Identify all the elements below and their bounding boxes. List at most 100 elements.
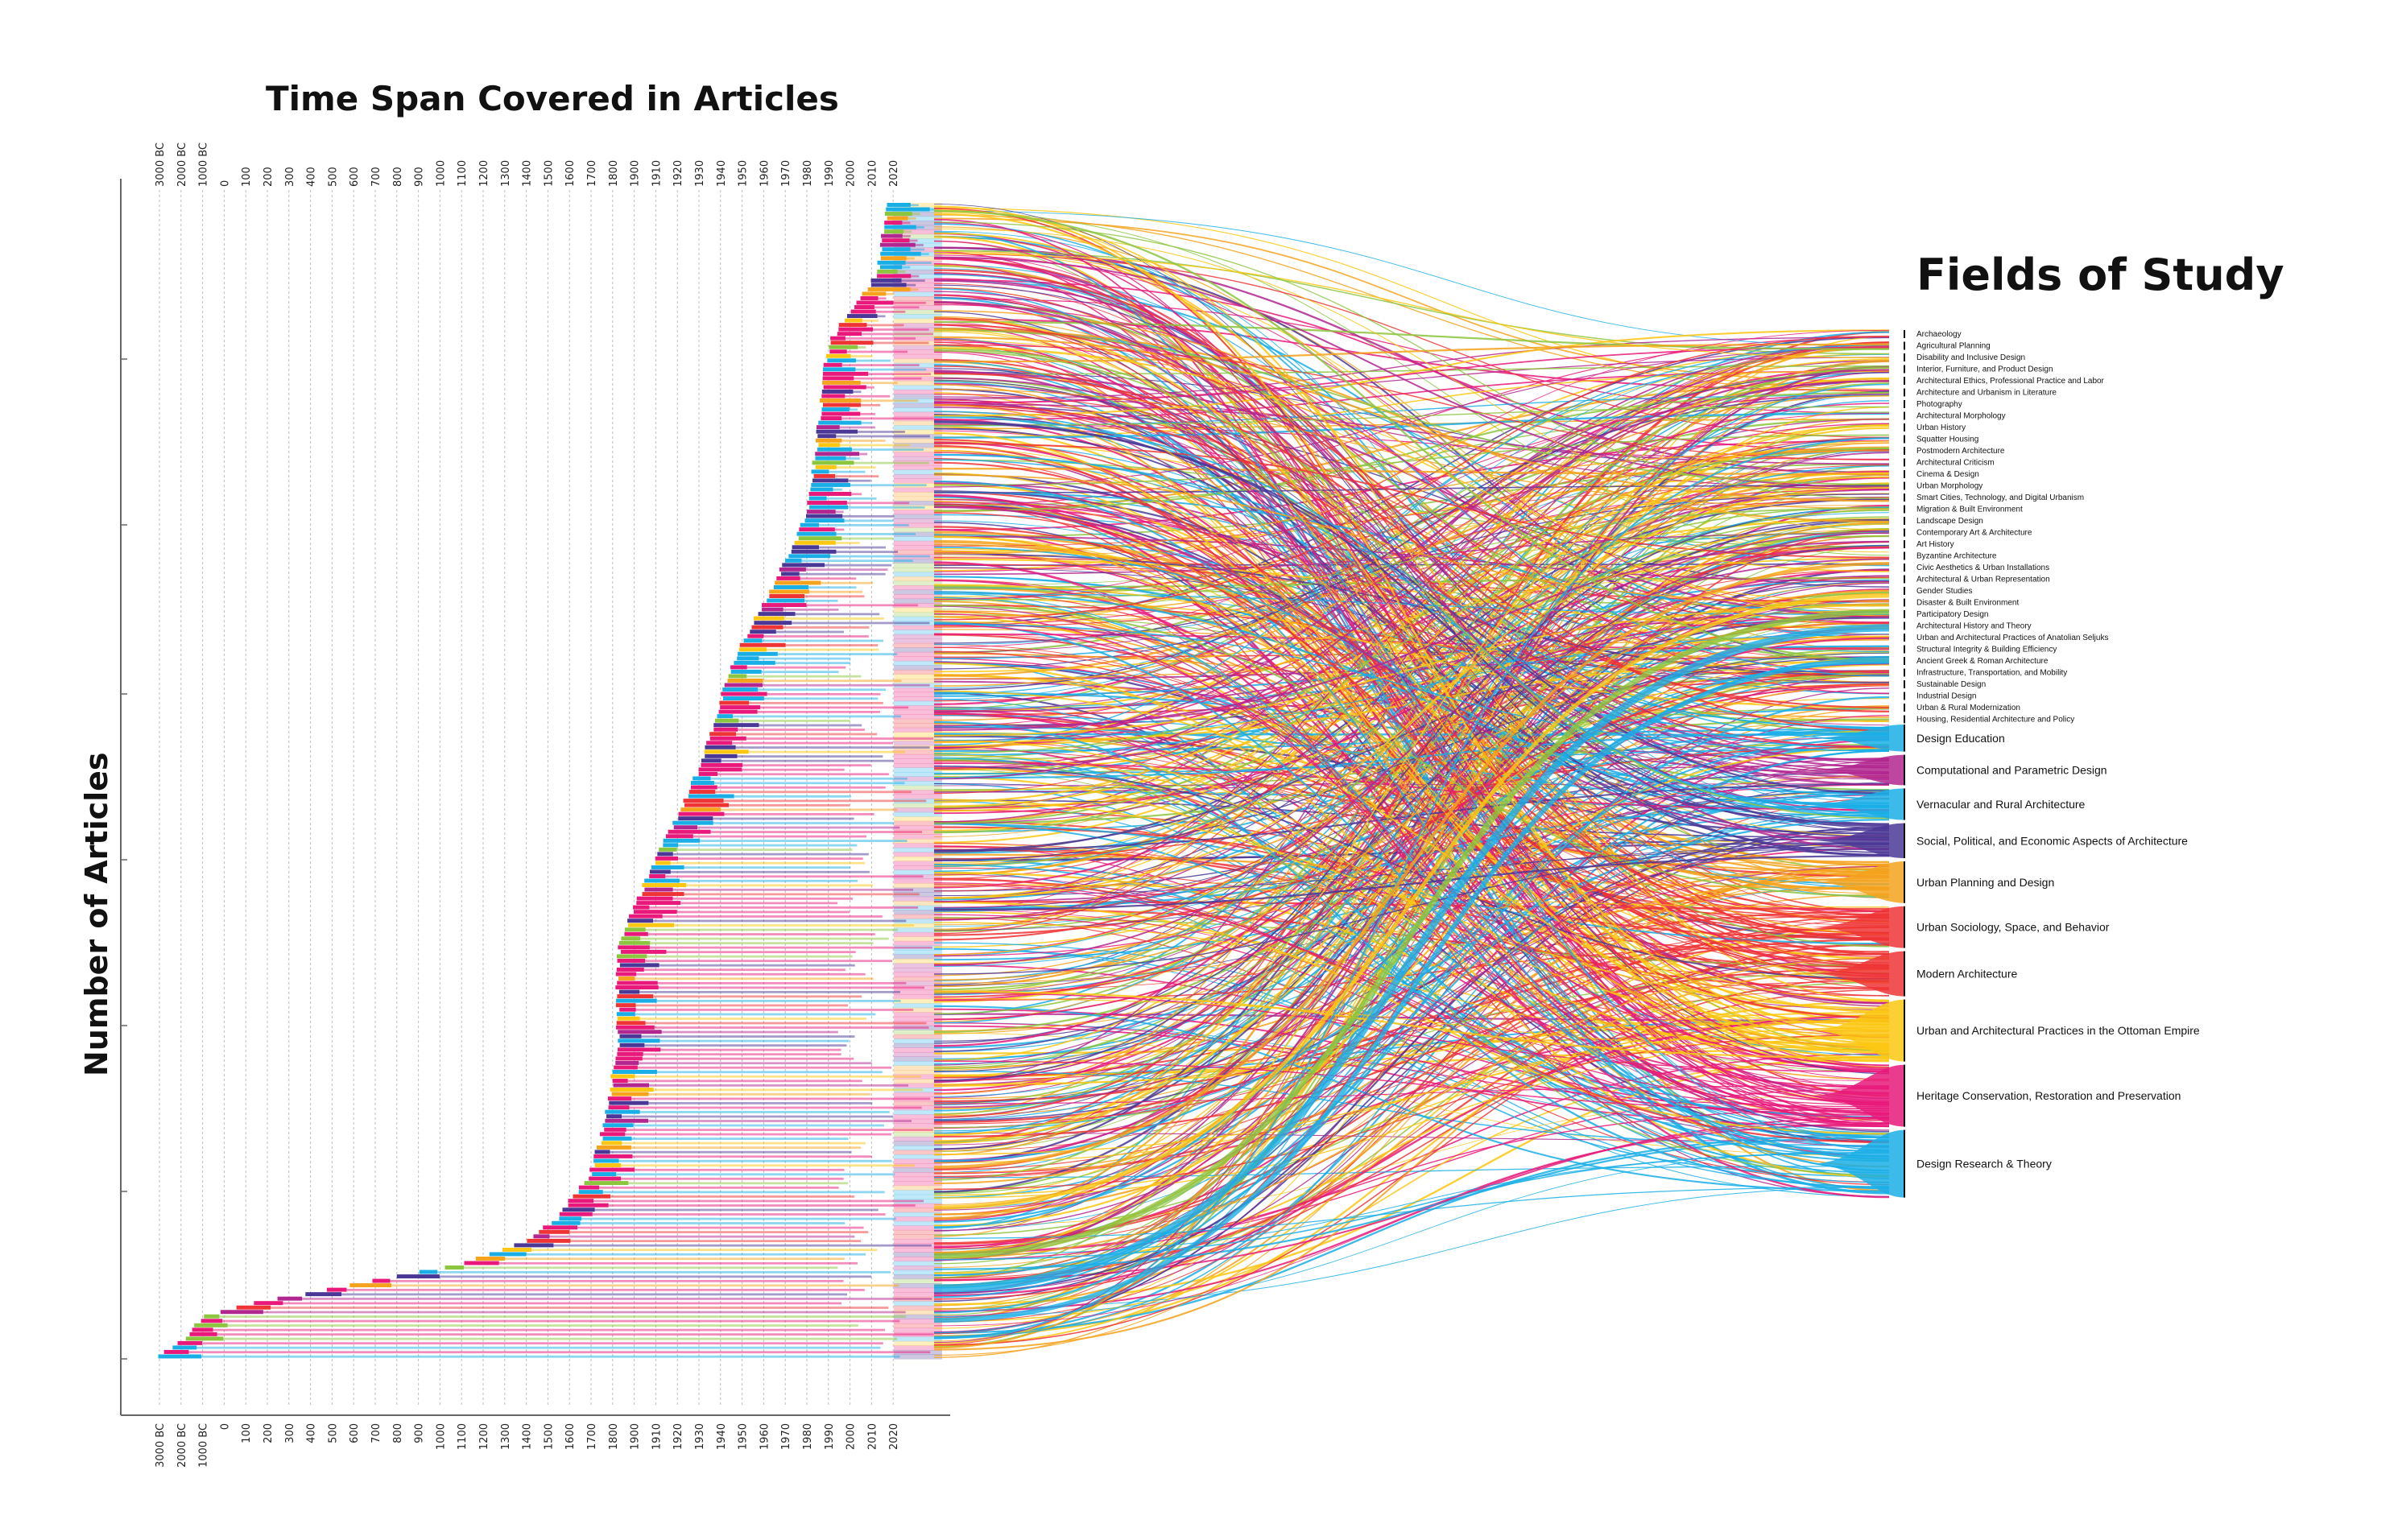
time-span-bar xyxy=(884,229,904,234)
strip-cell xyxy=(894,1118,942,1124)
time-span-tail xyxy=(850,355,873,357)
flow-link xyxy=(933,652,1890,909)
time-span-tail xyxy=(749,701,883,704)
time-tick-label-top: 2010 xyxy=(866,160,879,187)
field-label: Architecture and Urbanism in Literature xyxy=(1916,389,2057,398)
flow-link xyxy=(933,1187,1890,1310)
time-span-bar xyxy=(811,469,829,474)
time-span-bar xyxy=(602,1136,632,1141)
time-span-tail xyxy=(680,902,838,905)
flow-link xyxy=(933,1150,1890,1318)
axes: 3000 BC 3000 BC 2000 BC 2000 BC 1000 BC 1000 … xyxy=(120,142,950,1468)
time-span-tail xyxy=(632,1155,872,1158)
time-span-tail xyxy=(748,750,906,753)
strip-cell xyxy=(894,1167,942,1173)
strip-cell xyxy=(894,651,942,657)
strip-cell xyxy=(894,834,942,840)
time-span-bar xyxy=(821,416,842,421)
time-span-bar xyxy=(527,1238,571,1243)
flow-link xyxy=(933,1060,1890,1112)
time-tick-label-bottom: 600 xyxy=(349,1423,361,1443)
strip-cell xyxy=(894,1012,942,1018)
time-span-tail xyxy=(631,1137,849,1140)
time-span-bar xyxy=(619,1007,636,1012)
time-span-tail xyxy=(656,1000,901,1002)
time-tick-label-bottom: 1950 xyxy=(738,1423,750,1450)
strip-cell xyxy=(894,358,942,364)
time-span-tail xyxy=(737,755,883,758)
time-span-bar xyxy=(593,1158,619,1163)
strip-cell xyxy=(894,1220,942,1226)
strip-cell xyxy=(894,692,942,697)
strip-cell xyxy=(894,1083,942,1088)
time-span-tail xyxy=(608,1204,916,1207)
flow-link xyxy=(933,348,1890,734)
flow-link xyxy=(933,365,1890,375)
time-span-bar xyxy=(737,656,759,661)
strip-cell xyxy=(894,1292,942,1298)
flow-link xyxy=(933,424,1890,1152)
field-label: Structural Integrity & Building Efficien… xyxy=(1916,646,2057,654)
time-span-bar xyxy=(860,295,879,300)
strip-cell xyxy=(894,452,942,457)
time-span-tail xyxy=(648,1102,873,1104)
time-tick-label-bottom: 900 xyxy=(414,1423,426,1443)
strip-cell xyxy=(894,1132,942,1137)
time-span-bar xyxy=(880,256,907,261)
time-span-bar xyxy=(617,981,658,985)
time-span-bar xyxy=(489,1252,527,1257)
time-span-tail xyxy=(639,990,900,993)
time-span-bar xyxy=(634,910,677,915)
strip-cell xyxy=(894,1287,942,1293)
field-label: Computational and Parametric Design xyxy=(1916,764,2107,777)
strip-cell xyxy=(894,896,942,902)
flow-link xyxy=(933,217,1890,382)
time-span-bar xyxy=(734,660,775,665)
strip-cell xyxy=(894,349,942,355)
time-tick-label-top: 1910 xyxy=(651,160,663,187)
time-span-tail xyxy=(656,1071,883,1074)
time-span-bar xyxy=(680,807,721,812)
flow-link xyxy=(933,1151,1890,1261)
flow-link xyxy=(933,1059,1890,1323)
time-span-bar xyxy=(762,603,807,608)
strip-cell xyxy=(894,594,942,600)
flow-link xyxy=(933,1085,1890,1104)
time-span-bar xyxy=(644,887,673,892)
time-span-tail xyxy=(227,1324,859,1327)
time-span-bar xyxy=(881,233,903,238)
time-span-tail xyxy=(639,1062,872,1065)
strip-cell xyxy=(894,714,942,720)
flow-link xyxy=(933,450,1890,555)
field-node-bar xyxy=(1904,621,1905,630)
time-span-bar xyxy=(882,238,910,243)
time-span-tail xyxy=(877,315,886,318)
time-span-bar xyxy=(690,785,717,790)
field-label: Interior, Furniture, and Product Design xyxy=(1916,365,2053,374)
strip-cell xyxy=(894,1265,942,1271)
flow-link xyxy=(933,474,1890,976)
field-node-bar xyxy=(1904,788,1905,820)
time-span-tail xyxy=(763,679,902,683)
strip-cell xyxy=(894,469,942,475)
flow-link xyxy=(933,502,1890,747)
time-span-bar xyxy=(722,696,764,701)
time-span-tail xyxy=(649,906,919,909)
flow-link xyxy=(933,213,1890,1032)
time-span-tail xyxy=(857,431,905,433)
strip-cell xyxy=(894,634,942,639)
flow-link xyxy=(933,729,1890,1329)
time-span-bar xyxy=(804,518,845,523)
time-span-tail xyxy=(873,341,929,345)
time-span-tail xyxy=(915,244,924,246)
time-span-bar xyxy=(822,403,861,407)
time-span-tail xyxy=(660,1048,841,1051)
field-node-bar xyxy=(1904,999,1905,1062)
time-span-bars xyxy=(158,203,942,1360)
flow-link xyxy=(933,775,1890,1063)
field-node-bar xyxy=(1904,458,1905,467)
time-span-tail xyxy=(746,666,846,669)
time-span-tail xyxy=(848,506,925,509)
field-label: Design Education xyxy=(1916,732,2005,745)
time-span-tail xyxy=(906,283,916,287)
